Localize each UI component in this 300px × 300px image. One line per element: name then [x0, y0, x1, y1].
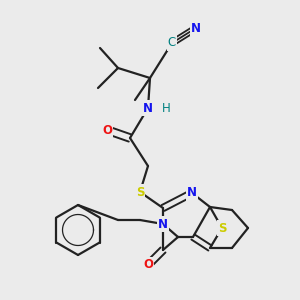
Text: N: N: [187, 187, 197, 200]
Text: S: S: [136, 185, 144, 199]
Text: C: C: [168, 37, 176, 50]
Text: S: S: [218, 221, 226, 235]
Text: N: N: [158, 218, 168, 230]
Text: N: N: [191, 22, 201, 34]
Text: O: O: [143, 259, 153, 272]
Text: O: O: [102, 124, 112, 136]
Text: N: N: [143, 101, 153, 115]
Text: H: H: [162, 101, 170, 115]
